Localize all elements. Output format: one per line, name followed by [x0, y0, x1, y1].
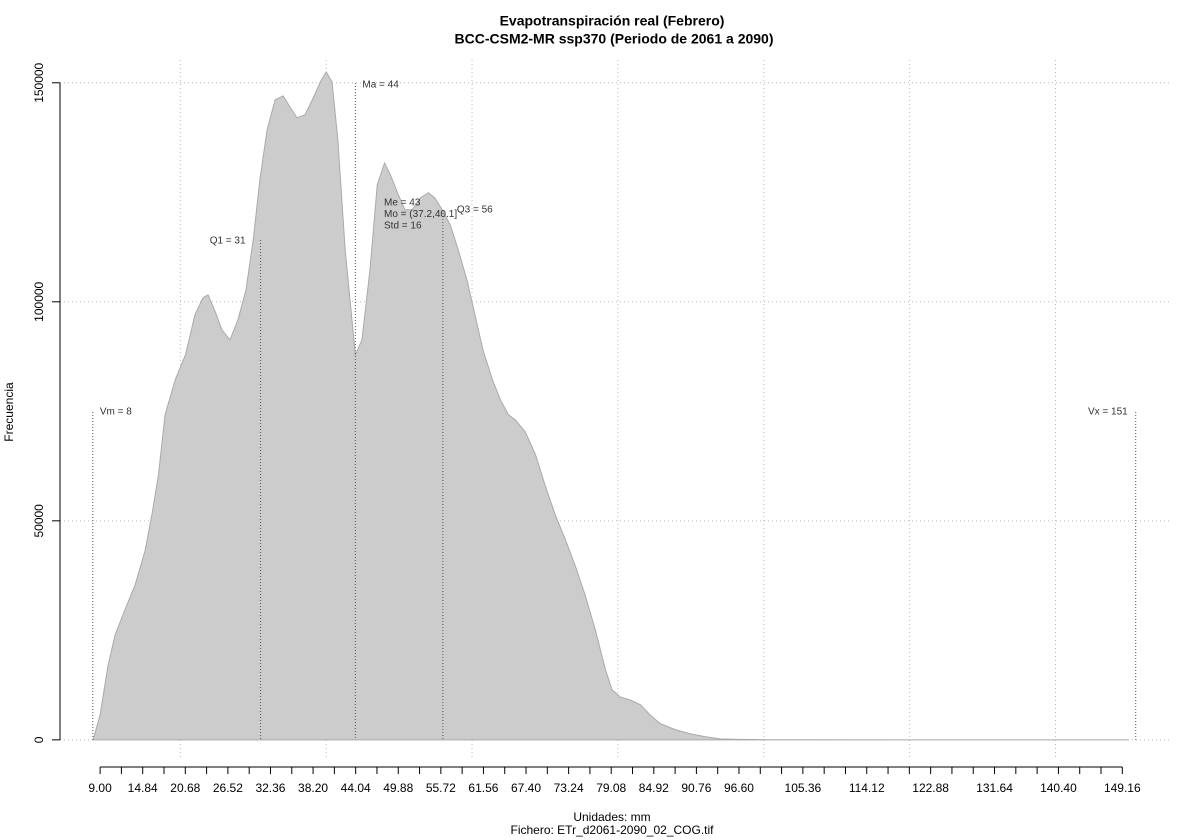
- stat-label: Me = 43: [384, 198, 421, 209]
- marker-label: Vx = 151: [1088, 407, 1128, 418]
- marker-label: Vm = 8: [100, 407, 132, 418]
- x-tick-label: 32.36: [255, 781, 285, 795]
- stat-label: Std = 16: [384, 221, 422, 232]
- caption: Fichero: ETr_d2061-2090_02_COG.tif: [511, 823, 715, 837]
- x-tick-label: 114.12: [849, 781, 885, 795]
- x-tick-label: 79.08: [596, 781, 626, 795]
- x-tick-label: 140.40: [1040, 781, 1077, 795]
- y-tick-label: 0: [32, 736, 46, 743]
- x-tick-label: 14.84: [128, 781, 158, 795]
- density-area: [92, 70, 1129, 741]
- marker-label: Ma = 44: [362, 80, 399, 91]
- y-tick-label: 100000: [32, 281, 46, 321]
- chart-subtitle: BCC-CSM2-MR ssp370 (Periodo de 2061 a 20…: [455, 31, 774, 47]
- x-tick-label: 44.04: [341, 781, 371, 795]
- y-tick-label: 150000: [32, 62, 46, 102]
- x-axis-label: Unidades: mm: [573, 810, 650, 824]
- chart-title: Evapotranspiración real (Febrero): [500, 13, 725, 29]
- x-tick-label: 131.64: [976, 781, 1013, 795]
- stat-label: Mo = (37.2,40.1]: [384, 209, 457, 220]
- y-axis-label: Frecuencia: [2, 382, 16, 442]
- marker-label: Q3 = 56: [457, 205, 493, 216]
- x-tick-label: 55.72: [426, 781, 456, 795]
- y-tick-label: 50000: [32, 504, 46, 538]
- x-tick-label: 9.00: [88, 781, 112, 795]
- x-tick-label: 105.36: [785, 781, 822, 795]
- marker-label: Q1 = 31: [210, 236, 246, 247]
- x-tick-label: 84.92: [639, 781, 669, 795]
- x-tick-label: 67.40: [511, 781, 541, 795]
- x-tick-label: 73.24: [554, 781, 584, 795]
- x-tick-label: 90.76: [681, 781, 711, 795]
- x-tick-label: 38.20: [298, 781, 328, 795]
- x-tick-label: 122.88: [912, 781, 949, 795]
- x-tick-label: 149.16: [1104, 781, 1141, 795]
- x-tick-label: 49.88: [383, 781, 413, 795]
- x-tick-label: 26.52: [213, 781, 243, 795]
- x-tick-label: 61.56: [468, 781, 498, 795]
- x-tick-label: 96.60: [724, 781, 754, 795]
- x-tick-label: 20.68: [170, 781, 200, 795]
